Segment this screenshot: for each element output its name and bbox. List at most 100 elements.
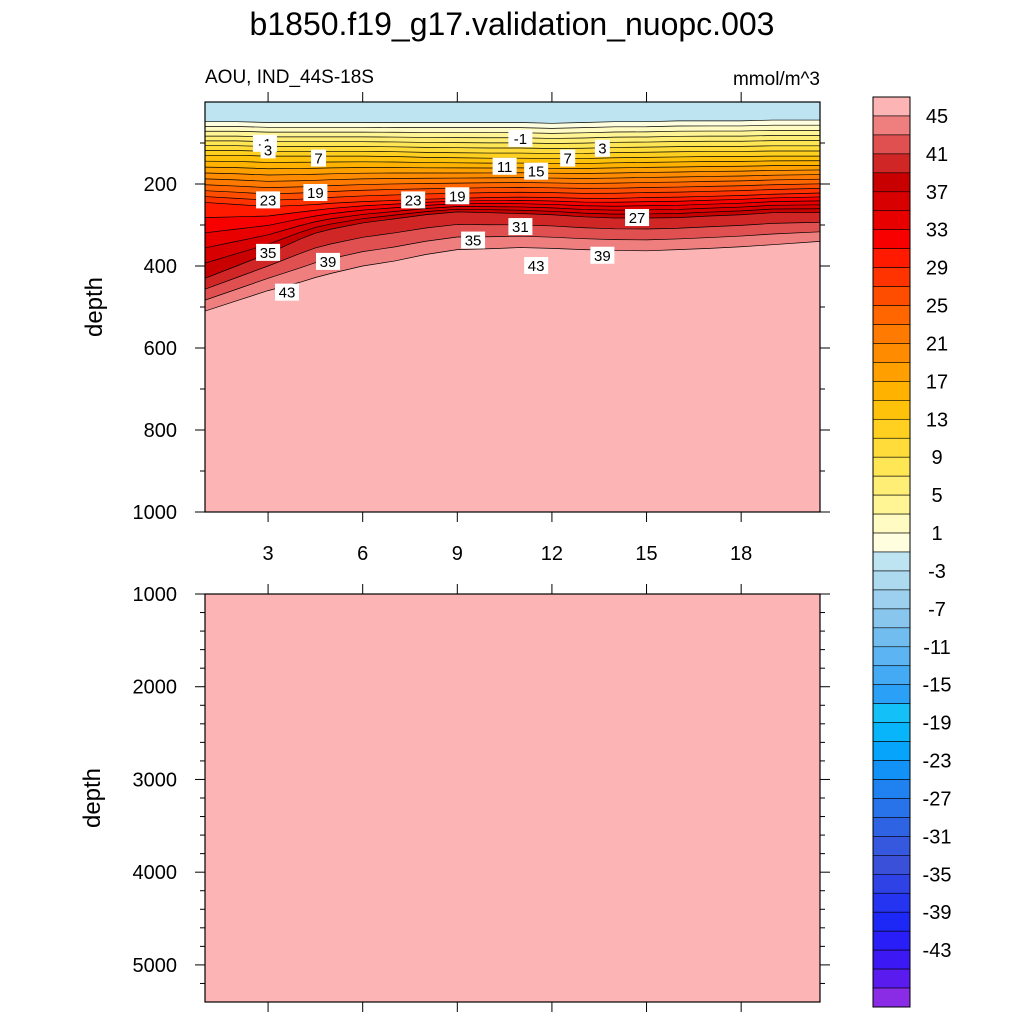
x-tick-label: 3 [263, 543, 274, 565]
contour-label-box [256, 191, 281, 209]
contour-line [205, 169, 820, 176]
colorbar-box [872, 551, 911, 572]
figure-title: b1850.f19_g17.validation_nuopc.003 [250, 6, 775, 42]
colorbar-box [872, 362, 911, 382]
contour-label-box [560, 149, 576, 167]
colorbar: 45 41 37 33 29 25 21 17 13 9 5 1 -3 -7 -11 -15 -19 -23 -27… [872, 96, 952, 1008]
contour-label-text: 31 [512, 219, 529, 236]
x-tick-label: 15 [635, 543, 657, 565]
contour-label-text: 23 [405, 192, 422, 209]
contour-label-text: 35 [465, 233, 482, 250]
colorbar-box [872, 267, 911, 287]
x-tick-label: 9 [452, 543, 463, 565]
colorbar-tick-label: 5 [931, 485, 942, 507]
top-axes: 200 400 600 800 1000 3 6 9 12 15 18 [133, 92, 830, 565]
colorbar-box [872, 134, 911, 155]
contour-label: 31 [508, 218, 533, 236]
contour-label-box [594, 139, 610, 157]
colorbar-box [872, 873, 911, 894]
y-tick-label: 200 [144, 174, 177, 196]
y-tick-label: 4000 [133, 862, 178, 884]
colorbar-box [872, 570, 911, 591]
x-tick-label: 12 [541, 543, 563, 565]
colorbar-box [872, 286, 911, 306]
contour-line [205, 200, 820, 234]
contour-line [205, 174, 820, 182]
contour-line [205, 211, 820, 279]
colorbar-box [872, 836, 911, 856]
contour-label: -1 [508, 129, 533, 148]
colorbar-box [872, 324, 911, 344]
colorbar-tick-label: 9 [931, 447, 942, 469]
colorbar-tick-label: 37 [926, 182, 948, 204]
y-tick-label: 2000 [133, 677, 178, 699]
colorbar-box [872, 646, 911, 667]
contour-label: 23 [256, 191, 281, 209]
colorbar-tick-label: 45 [926, 106, 948, 128]
contour-line [205, 119, 820, 124]
contour-band [205, 169, 820, 182]
colorbar-box [872, 513, 911, 534]
contour-label: 39 [316, 252, 340, 271]
colorbar-box [872, 855, 911, 875]
colorbar-box [872, 987, 911, 1008]
contour-band [205, 211, 820, 290]
colorbar-tick-label: 13 [926, 409, 948, 431]
contour-label-box [316, 252, 340, 270]
top-contour-bands [205, 102, 820, 312]
y-tick-label: 800 [144, 420, 177, 442]
contour-band [205, 150, 820, 159]
contour-label-box [590, 246, 615, 264]
bottom-axes: 1000 2000 3000 4000 5000 [133, 584, 830, 1012]
colorbar-tick-label: -3 [928, 561, 946, 583]
colorbar-box [872, 817, 911, 837]
contour-label-box [508, 218, 533, 236]
contour-label-box [260, 141, 276, 159]
contour-line [205, 124, 820, 129]
colorbar-box [872, 911, 911, 932]
contour-label: 23 [401, 191, 426, 209]
contour-label: 43 [275, 283, 299, 302]
contour-label-box [303, 184, 328, 202]
y-tick-label: 1000 [133, 502, 178, 524]
contour-label-box [445, 187, 470, 205]
colorbar-box [872, 930, 911, 951]
contour-label-text: 39 [320, 254, 337, 271]
colorbar-tick-label: 1 [931, 523, 942, 545]
contour-line [205, 208, 820, 264]
contour-label: 11 [492, 157, 517, 176]
colorbar-tick-label: -19 [923, 713, 952, 735]
bottom-ylabel: depth [79, 768, 106, 828]
colorbar-tick-label: -31 [923, 826, 952, 848]
contour-line [205, 204, 820, 249]
contour-line [205, 140, 820, 144]
colorbar-tick-label: -23 [923, 751, 952, 773]
colorbar-box [872, 779, 911, 799]
colorbar-box [872, 381, 911, 401]
colorbar-box [872, 494, 911, 515]
contour-line [205, 164, 820, 170]
contour-band [205, 222, 820, 301]
contour-label-box [311, 149, 327, 167]
surface-band [205, 102, 820, 124]
y-tick-label: 3000 [133, 769, 178, 791]
contour-band [205, 200, 820, 248]
bottom-deep-fill [205, 594, 820, 1002]
contour-label-text: 7 [314, 151, 322, 168]
colorbar-box [872, 456, 911, 477]
contour-label-text: 3 [264, 142, 272, 159]
contour-label-text: 3 [598, 141, 606, 158]
colorbar-box [872, 229, 911, 249]
contour-label-text: 7 [564, 151, 572, 168]
colorbar-tick-label: -27 [923, 788, 952, 810]
contour-line [205, 145, 820, 149]
colorbar-box [872, 115, 911, 136]
colorbar-box [872, 191, 911, 212]
colorbar-tick-label: -39 [923, 902, 952, 924]
colorbar-tick-label: -15 [923, 675, 952, 697]
colorbar-tick-label: -11 [923, 637, 950, 659]
colorbar-box [872, 437, 911, 458]
colorbar-box [872, 343, 911, 363]
colorbar-box [872, 210, 911, 231]
